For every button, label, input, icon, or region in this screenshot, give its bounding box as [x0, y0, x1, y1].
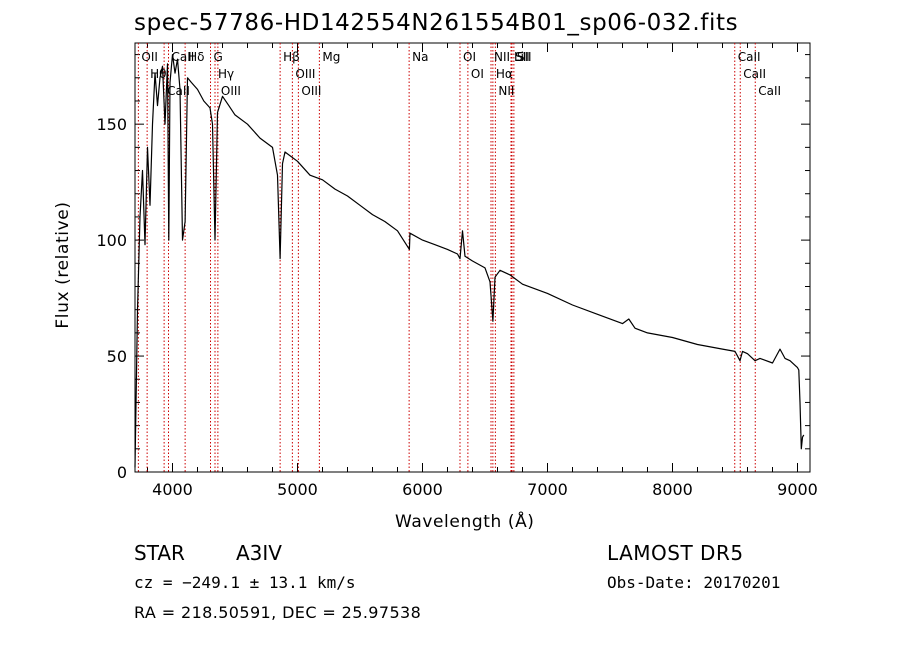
line-marker-label: NII — [498, 84, 514, 98]
x-axis-label: Wavelength (Å) — [395, 512, 535, 532]
line-marker-label: G — [214, 50, 223, 64]
x-tick-label: 4000 — [152, 480, 193, 499]
y-tick-label: 100 — [96, 231, 127, 250]
object-class: STAR — [134, 541, 185, 565]
object-subclass: A3IV — [236, 541, 282, 565]
x-tick-label: 7000 — [527, 480, 568, 499]
line-marker-label: Hθ — [150, 67, 166, 81]
line-marker-label: SII — [517, 50, 532, 64]
x-tick-label: 5000 — [277, 480, 318, 499]
y-tick-label: 50 — [107, 347, 127, 366]
observation-date: Obs-Date: 20170201 — [607, 573, 781, 592]
redshift-value: cz = −249.1 ± 13.1 km/s — [134, 573, 356, 592]
y-tick-label: 0 — [117, 463, 127, 482]
line-marker-label: Hα — [496, 67, 513, 81]
line-marker-label: OI — [471, 67, 484, 81]
spectrum-line — [134, 54, 805, 468]
line-marker-label: CaII — [758, 84, 781, 98]
line-marker-label: Li — [514, 50, 524, 64]
line-marker-label: NII — [494, 50, 510, 64]
line-marker-label: Mg — [322, 50, 340, 64]
survey-name: LAMOST DR5 — [607, 541, 744, 565]
x-tick-label: 8000 — [652, 480, 693, 499]
plot-frame — [134, 42, 811, 473]
line-marker-label: CaII — [167, 84, 190, 98]
line-marker-label: OIII — [221, 84, 241, 98]
chart-title: spec-57786-HD142554N261554B01_sp06-032.f… — [134, 10, 739, 36]
line-marker-label: Na — [412, 50, 428, 64]
line-marker-label: SII — [515, 50, 530, 64]
line-marker-label: OIII — [295, 67, 315, 81]
line-marker-label: OI — [463, 50, 476, 64]
line-marker-label: OIII — [301, 84, 321, 98]
line-marker-label: CaII — [738, 50, 761, 64]
y-tick-label: 150 — [96, 115, 127, 134]
line-marker-label: Hδ — [188, 50, 204, 64]
line-marker-label: Hγ — [218, 67, 234, 81]
line-marker-label: OII — [141, 50, 158, 64]
line-marker-label: CaII — [743, 67, 766, 81]
coordinates: RA = 218.50591, DEC = 25.97538 — [134, 603, 422, 622]
x-tick-label: 6000 — [402, 480, 443, 499]
line-marker-label: Hβ — [283, 50, 300, 64]
x-tick-label: 9000 — [777, 480, 818, 499]
y-axis-label: Flux (relative) — [53, 201, 73, 329]
